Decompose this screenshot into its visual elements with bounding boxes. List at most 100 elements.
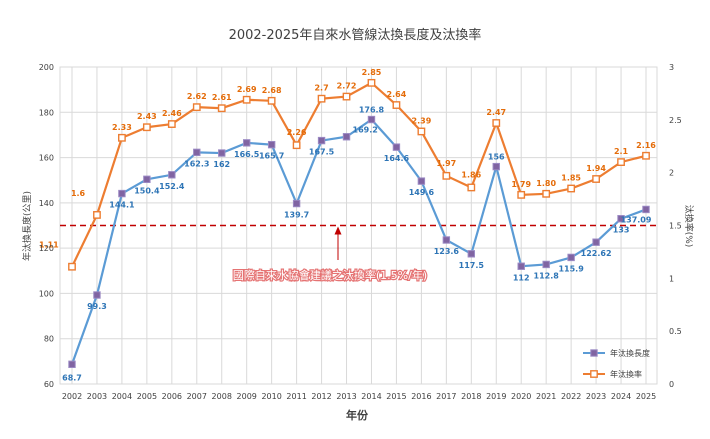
rate-data-label: 2.85 [362, 68, 382, 77]
rate-point [267, 96, 276, 105]
y2-tick-label: 2.5 [669, 116, 682, 125]
length-data-label: 144.1 [109, 201, 135, 210]
length-data-label: 165.7 [259, 152, 284, 161]
length-point [367, 115, 376, 124]
rate-point [392, 101, 401, 109]
x-tick-label: 2024 [611, 392, 631, 401]
x-tick-label: 2021 [536, 392, 556, 401]
length-data-label: 167.5 [309, 148, 335, 157]
length-point [193, 148, 201, 157]
x-tick-label: 2008 [212, 392, 232, 401]
x-tick-label: 2017 [436, 392, 456, 401]
length-point [317, 136, 326, 145]
x-tick-label: 2005 [137, 392, 157, 401]
x-tick-label: 2018 [461, 392, 481, 401]
legend-length-label: 年汰換長度 [610, 348, 650, 358]
rate-point [492, 119, 501, 127]
rate-data-label: 2.26 [287, 128, 307, 137]
length-point [467, 250, 476, 258]
reference-annotation: 國際自來水協會建議之汰換率(1.5%/年) [233, 268, 427, 282]
length-series-line [70, 118, 647, 365]
rate-data-label: 2.69 [237, 85, 257, 94]
legend-rate-swatch-marker [590, 370, 598, 378]
reference-arrowhead [334, 226, 342, 235]
rate-point [367, 78, 376, 87]
length-data-label: 156 [488, 153, 505, 162]
length-point [492, 162, 500, 171]
legend-rate: 年汰換率 [583, 369, 642, 379]
length-point [242, 139, 251, 147]
rate-point [167, 120, 176, 128]
x-tick-label: 2019 [486, 392, 506, 401]
y-tick-label: 140 [39, 199, 54, 208]
x-tick-label: 2016 [411, 392, 431, 401]
length-point [392, 143, 401, 151]
length-data-label: 166.5 [234, 150, 260, 159]
x-tick-label: 2006 [162, 392, 182, 401]
legend-rate-label: 年汰換率 [610, 369, 642, 379]
length-data-label: 133 [613, 226, 630, 235]
x-axis-label: 年份 [346, 408, 369, 422]
length-data-label: 164.6 [384, 154, 410, 163]
length-data-label: 112 [513, 273, 530, 282]
length-data-label: 115.9 [558, 264, 584, 273]
rate-point [542, 189, 551, 198]
y-tick-label: 60 [44, 380, 54, 389]
y2-tick-label: 0 [669, 380, 674, 389]
rate-point [567, 184, 576, 193]
x-tick-label: 2020 [511, 392, 531, 401]
rate-data-label: 1.6 [71, 189, 86, 198]
rate-point [617, 158, 625, 166]
x-tick-label: 2003 [87, 392, 107, 401]
rate-series-line [71, 81, 647, 268]
rate-data-label: 2.61 [212, 93, 232, 102]
rate-data-label: 2.64 [387, 90, 407, 99]
x-tick-label: 2023 [586, 392, 606, 401]
length-point [567, 253, 575, 262]
rate-point [467, 183, 476, 192]
rate-data-label: 2.7 [314, 84, 328, 93]
y2-tick-label: 0.5 [669, 327, 682, 336]
length-data-label: 123.6 [434, 247, 460, 256]
length-point [267, 140, 276, 149]
rate-data-label: 2.43 [137, 112, 157, 121]
rate-point [192, 103, 201, 112]
rate-data-label: 1.94 [586, 164, 606, 173]
y2-tick-label: 3 [669, 63, 674, 72]
x-tick-label: 2011 [286, 392, 306, 401]
rate-point [592, 175, 600, 183]
length-data-label: 152.4 [159, 182, 185, 191]
y2-axis-label: 汰換率(%) [683, 205, 695, 248]
rate-point [118, 133, 126, 142]
rate-data-label: 2.62 [187, 92, 207, 101]
length-data-label: 176.8 [359, 106, 385, 115]
length-data-label: 117.5 [459, 261, 485, 270]
length-data-label: 169.2 [353, 126, 378, 135]
rate-point [442, 171, 451, 180]
length-data-label: 68.7 [62, 373, 82, 382]
y-tick-label: 100 [39, 289, 54, 298]
length-point [642, 205, 650, 214]
chart-title: 2002-2025年自來水管線汰換長度及汰換率 [229, 27, 482, 43]
length-point [417, 177, 426, 185]
y2-tick-label: 1.5 [669, 222, 682, 231]
legend-length-swatch-marker [590, 349, 598, 357]
rate-point [342, 92, 351, 101]
length-point [442, 236, 451, 244]
y-tick-label: 80 [44, 335, 54, 344]
y-tick-label: 180 [39, 108, 54, 117]
rate-data-label: 2.39 [412, 116, 432, 125]
x-tick-label: 2010 [261, 392, 281, 401]
rate-data-label: 1.80 [536, 179, 556, 188]
rate-point [292, 141, 301, 150]
length-point [118, 189, 126, 198]
rate-point [242, 95, 251, 104]
rate-point [642, 151, 650, 160]
y-axis-label: 年汰換長度(公里) [21, 191, 33, 261]
rate-point [93, 211, 101, 219]
length-point [592, 238, 600, 246]
length-point [517, 262, 525, 270]
length-point [68, 360, 76, 369]
rate-point [417, 127, 426, 136]
length-data-label: 112.8 [534, 271, 560, 280]
